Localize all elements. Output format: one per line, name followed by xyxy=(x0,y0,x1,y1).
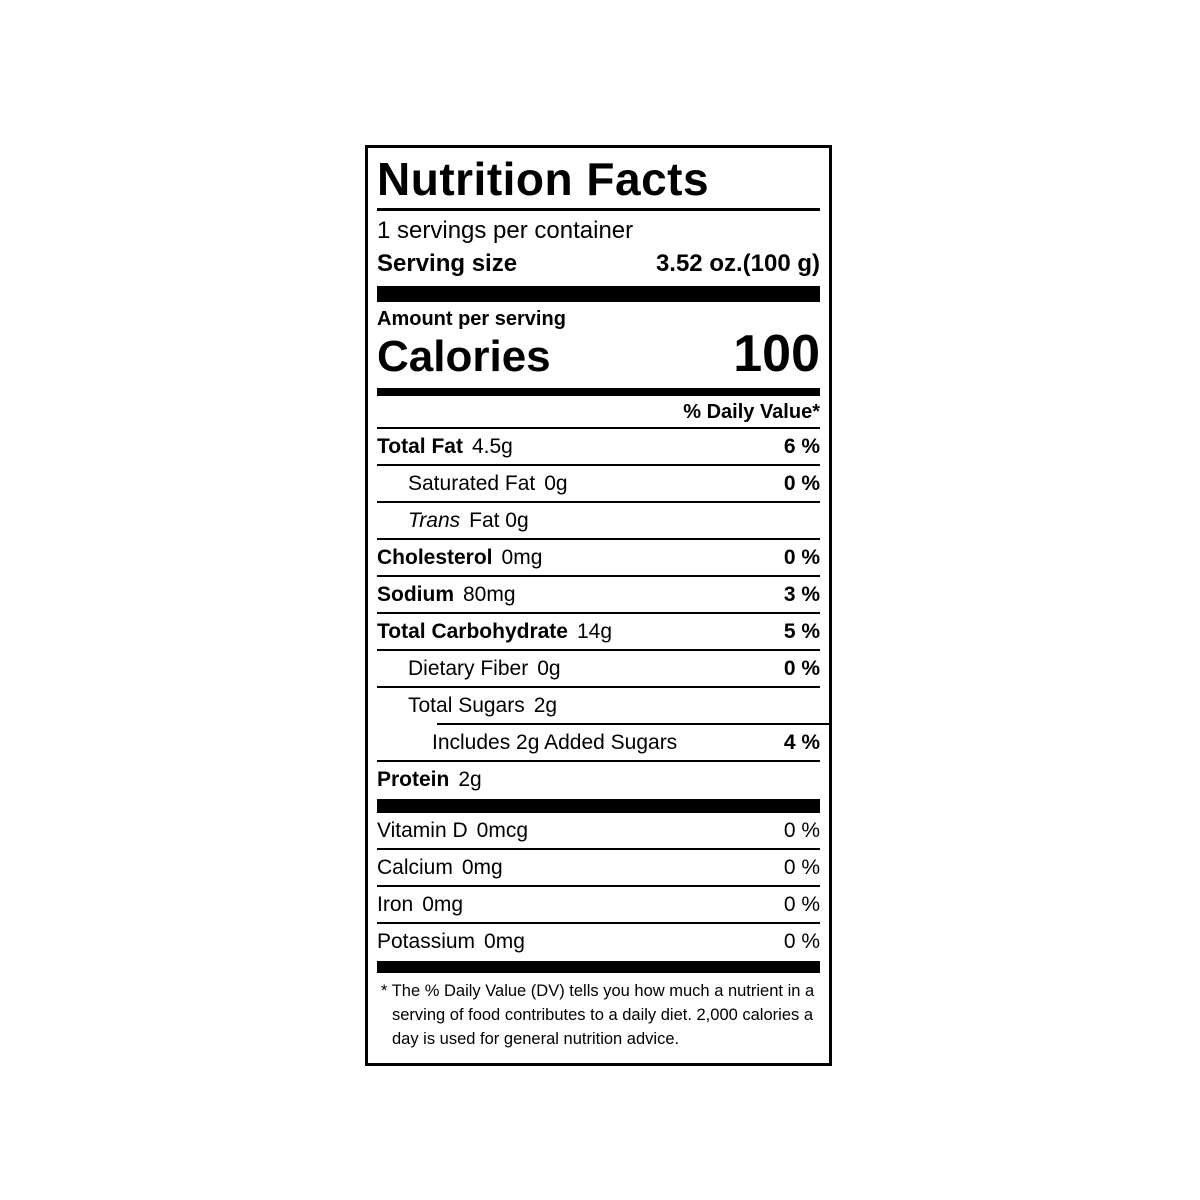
amount-per-serving-label: Amount per serving xyxy=(377,307,566,330)
divider-indented xyxy=(437,722,829,725)
calories-value: 100 xyxy=(733,324,820,383)
divider xyxy=(377,574,820,577)
nutrient-dv: 0 % xyxy=(783,855,820,879)
nutrient-dv: 0 % xyxy=(783,545,820,569)
nutrient-amount: 0mg xyxy=(484,929,525,953)
nutrient-dv: 3 % xyxy=(783,582,820,606)
nutrient-name: Vitamin D xyxy=(377,818,468,842)
calories-label: Calories xyxy=(377,331,551,381)
nutrient-amount: 0mcg xyxy=(476,818,529,842)
nutrient-row-total-fat: Total Fat 4.5g 6 % xyxy=(377,429,820,464)
divider xyxy=(377,500,820,503)
nutrient-amount: Fat 0g xyxy=(469,508,529,532)
nutrient-name: Saturated Fat xyxy=(408,471,536,495)
nutrient-name: Total Carbohydrate xyxy=(377,619,568,643)
footnote: * The % Daily Value (DV) tells you how m… xyxy=(381,981,815,1048)
nutrient-row-cholesterol: Cholesterol 0mg 0 % xyxy=(377,540,820,575)
nutrient-amount: 4.5g xyxy=(471,434,513,458)
nutrient-name: Potassium xyxy=(377,929,476,953)
nutrient-name: Includes 2g Added Sugars xyxy=(432,730,678,754)
nutrient-amount: 0g xyxy=(544,471,568,495)
divider xyxy=(377,921,820,924)
divider xyxy=(377,685,820,688)
medium-bar-calories xyxy=(377,387,820,396)
divider xyxy=(377,537,820,540)
nutrient-dv: 4 % xyxy=(783,730,820,754)
nutrient-name: Total Sugars xyxy=(408,693,525,717)
serving-size-row: Serving size 3.52 oz.(100 g) xyxy=(377,248,820,280)
thick-bar-middle xyxy=(377,798,820,813)
thick-bar-top xyxy=(377,285,820,302)
daily-value-header: % Daily Value* xyxy=(683,400,820,423)
nutrient-dv: 0 % xyxy=(783,929,820,953)
nutrient-row-saturated-fat: Saturated Fat 0g 0 % xyxy=(377,466,820,501)
servings-per-container: 1 servings per container xyxy=(377,216,634,244)
divider xyxy=(377,426,820,429)
nutrient-dv: 0 % xyxy=(783,892,820,916)
nutrient-name: Iron xyxy=(377,892,414,916)
nutrient-row-protein: Protein 2g xyxy=(377,762,820,797)
micronutrient-row-calcium: Calcium 0mg 0 % xyxy=(377,850,820,885)
divider xyxy=(377,648,820,651)
nutrient-row-trans-fat: Trans Fat 0g xyxy=(377,503,820,538)
nutrient-amount: 14g xyxy=(576,619,613,643)
nutrient-row-added-sugars: Includes 2g Added Sugars 4 % xyxy=(377,725,820,760)
nutrient-name: Protein xyxy=(377,767,450,791)
calories-row: Calories 100 xyxy=(377,324,820,383)
nutrient-row-total-sugars: Total Sugars 2g xyxy=(377,688,820,723)
nutrient-name: Total Fat xyxy=(377,434,463,458)
divider xyxy=(377,611,820,614)
micronutrient-row-vitamin-d: Vitamin D 0mcg 0 % xyxy=(377,813,820,848)
nutrient-name: Sodium xyxy=(377,582,454,606)
nutrition-facts-label: Nutrition Facts 1 servings per container… xyxy=(365,145,832,1066)
thick-bar-bottom xyxy=(377,960,820,973)
nutrient-row-sodium: Sodium 80mg 3 % xyxy=(377,577,820,612)
divider xyxy=(377,847,820,850)
serving-size-value: 3.52 oz.(100 g) xyxy=(655,249,820,277)
divider xyxy=(377,463,820,466)
nutrient-amount: 80mg xyxy=(463,582,516,606)
nutrient-name: Dietary Fiber xyxy=(408,656,529,680)
micronutrient-row-potassium: Potassium 0mg 0 % xyxy=(377,924,820,959)
nutrition-facts-title: Nutrition Facts xyxy=(377,153,710,205)
nutrient-dv: 6 % xyxy=(783,434,820,458)
nutrient-dv: 0 % xyxy=(783,818,820,842)
nutrient-dv: 0 % xyxy=(783,656,820,680)
nutrient-row-dietary-fiber: Dietary Fiber 0g 0 % xyxy=(377,651,820,686)
nutrient-amount: 0g xyxy=(537,656,561,680)
nutrient-name: Trans xyxy=(408,508,461,532)
nutrient-name: Cholesterol xyxy=(377,545,493,569)
nutrient-amount: 0mg xyxy=(501,545,543,569)
nutrient-name: Calcium xyxy=(377,855,453,879)
nutrient-amount: 0mg xyxy=(422,892,464,916)
nutrient-dv: 5 % xyxy=(783,619,820,643)
micronutrient-row-iron: Iron 0mg 0 % xyxy=(377,887,820,922)
nutrient-amount: 2g xyxy=(458,767,482,791)
divider xyxy=(377,759,820,762)
nutrient-amount: 2g xyxy=(533,693,558,717)
nutrient-dv: 0 % xyxy=(783,471,820,495)
serving-size-label: Serving size xyxy=(377,249,518,277)
nutrient-amount: 0mg xyxy=(461,855,503,879)
nutrient-row-total-carbohydrate: Total Carbohydrate 14g 5 % xyxy=(377,614,820,649)
title-divider xyxy=(377,207,820,211)
divider xyxy=(377,884,820,887)
